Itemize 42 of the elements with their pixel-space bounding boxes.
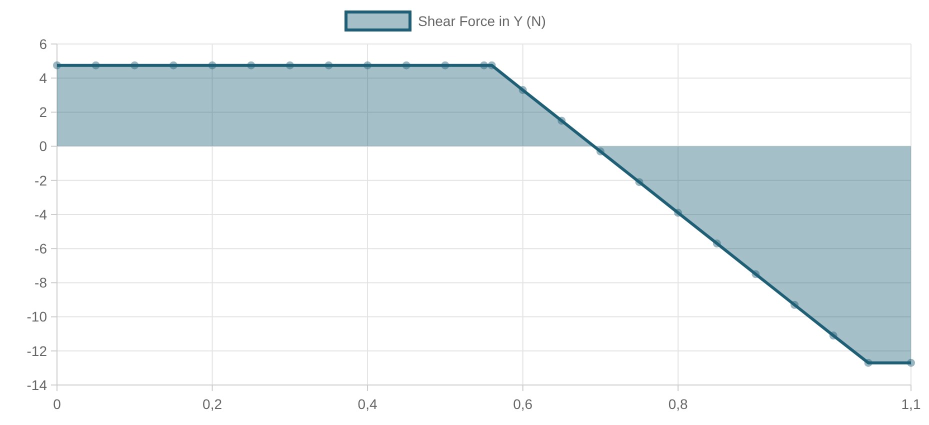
point <box>324 61 333 70</box>
point <box>790 300 799 309</box>
y-tick-label: -10 <box>26 308 48 325</box>
x-tick-label: 0,6 <box>513 396 533 412</box>
point <box>752 270 760 278</box>
point <box>674 208 682 217</box>
point <box>829 332 838 340</box>
y-tick-label: -4 <box>34 206 48 222</box>
y-tick-label: 0 <box>39 138 48 154</box>
point <box>635 178 644 186</box>
y-tick-label: -6 <box>34 240 48 256</box>
x-tick-label: 1,1 <box>901 396 921 412</box>
point <box>208 61 216 70</box>
point <box>712 239 721 248</box>
point <box>92 61 100 70</box>
x-tick-label: 0,2 <box>202 396 222 412</box>
point <box>441 61 450 70</box>
point <box>53 61 61 70</box>
x-tick-label: 0,8 <box>668 396 688 412</box>
point <box>488 61 496 70</box>
y-tick-label: 2 <box>39 104 48 120</box>
point <box>130 61 139 70</box>
point <box>558 116 566 125</box>
y-tick-label: 6 <box>39 36 48 52</box>
legend-label: Shear Force in Y (N) <box>418 12 546 29</box>
y-tick-label: 4 <box>39 70 48 86</box>
point <box>402 61 410 70</box>
y-tick-label: -14 <box>26 376 48 393</box>
y-tick-label: -2 <box>34 172 48 188</box>
point <box>364 61 372 70</box>
x-tick-label: 0 <box>53 396 62 412</box>
y-tick-label: -8 <box>34 274 48 291</box>
point <box>907 358 915 367</box>
point <box>518 86 527 94</box>
point <box>596 147 604 156</box>
point <box>480 61 488 70</box>
point <box>864 358 872 367</box>
point <box>247 61 256 70</box>
point <box>169 61 178 70</box>
x-tick-label: 0,4 <box>358 396 378 412</box>
y-tick-label: -12 <box>26 342 48 359</box>
point <box>286 61 294 70</box>
